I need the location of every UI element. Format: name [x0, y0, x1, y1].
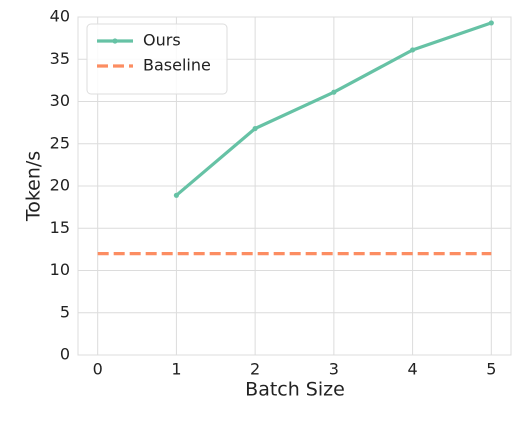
y-tick-label: 40: [50, 7, 70, 26]
point: [173, 192, 180, 198]
plot-frame: [77, 16, 512, 356]
x-tick-label: 1: [171, 360, 181, 379]
y-tick-label: 10: [50, 260, 70, 279]
y-tick-label: 20: [50, 176, 70, 195]
y-tick-label: 25: [50, 133, 70, 152]
y-tick-label: 0: [60, 345, 70, 364]
point: [331, 89, 337, 95]
x-tick-label: 3: [329, 360, 339, 379]
point: [488, 20, 494, 26]
legend: Ours Baseline: [86, 23, 228, 95]
x-tick-label: 0: [93, 360, 103, 379]
y-axis-label: Token/s: [23, 151, 45, 222]
x-tick-label: 2: [250, 360, 260, 379]
legend-marker: [112, 38, 118, 44]
point: [409, 47, 416, 53]
x-axis-label: Batch Size: [245, 379, 345, 401]
x-tick-label: 4: [407, 360, 417, 379]
y-tick-label: 5: [60, 302, 70, 321]
y-tick-label: 35: [50, 49, 70, 68]
x-tick-label: 5: [486, 360, 496, 379]
legend-label: Ours: [143, 31, 181, 50]
y-tick-label: 15: [50, 218, 70, 237]
y-tick-label: 30: [50, 91, 70, 110]
legend-label: Baseline: [143, 56, 211, 75]
point: [252, 125, 258, 132]
